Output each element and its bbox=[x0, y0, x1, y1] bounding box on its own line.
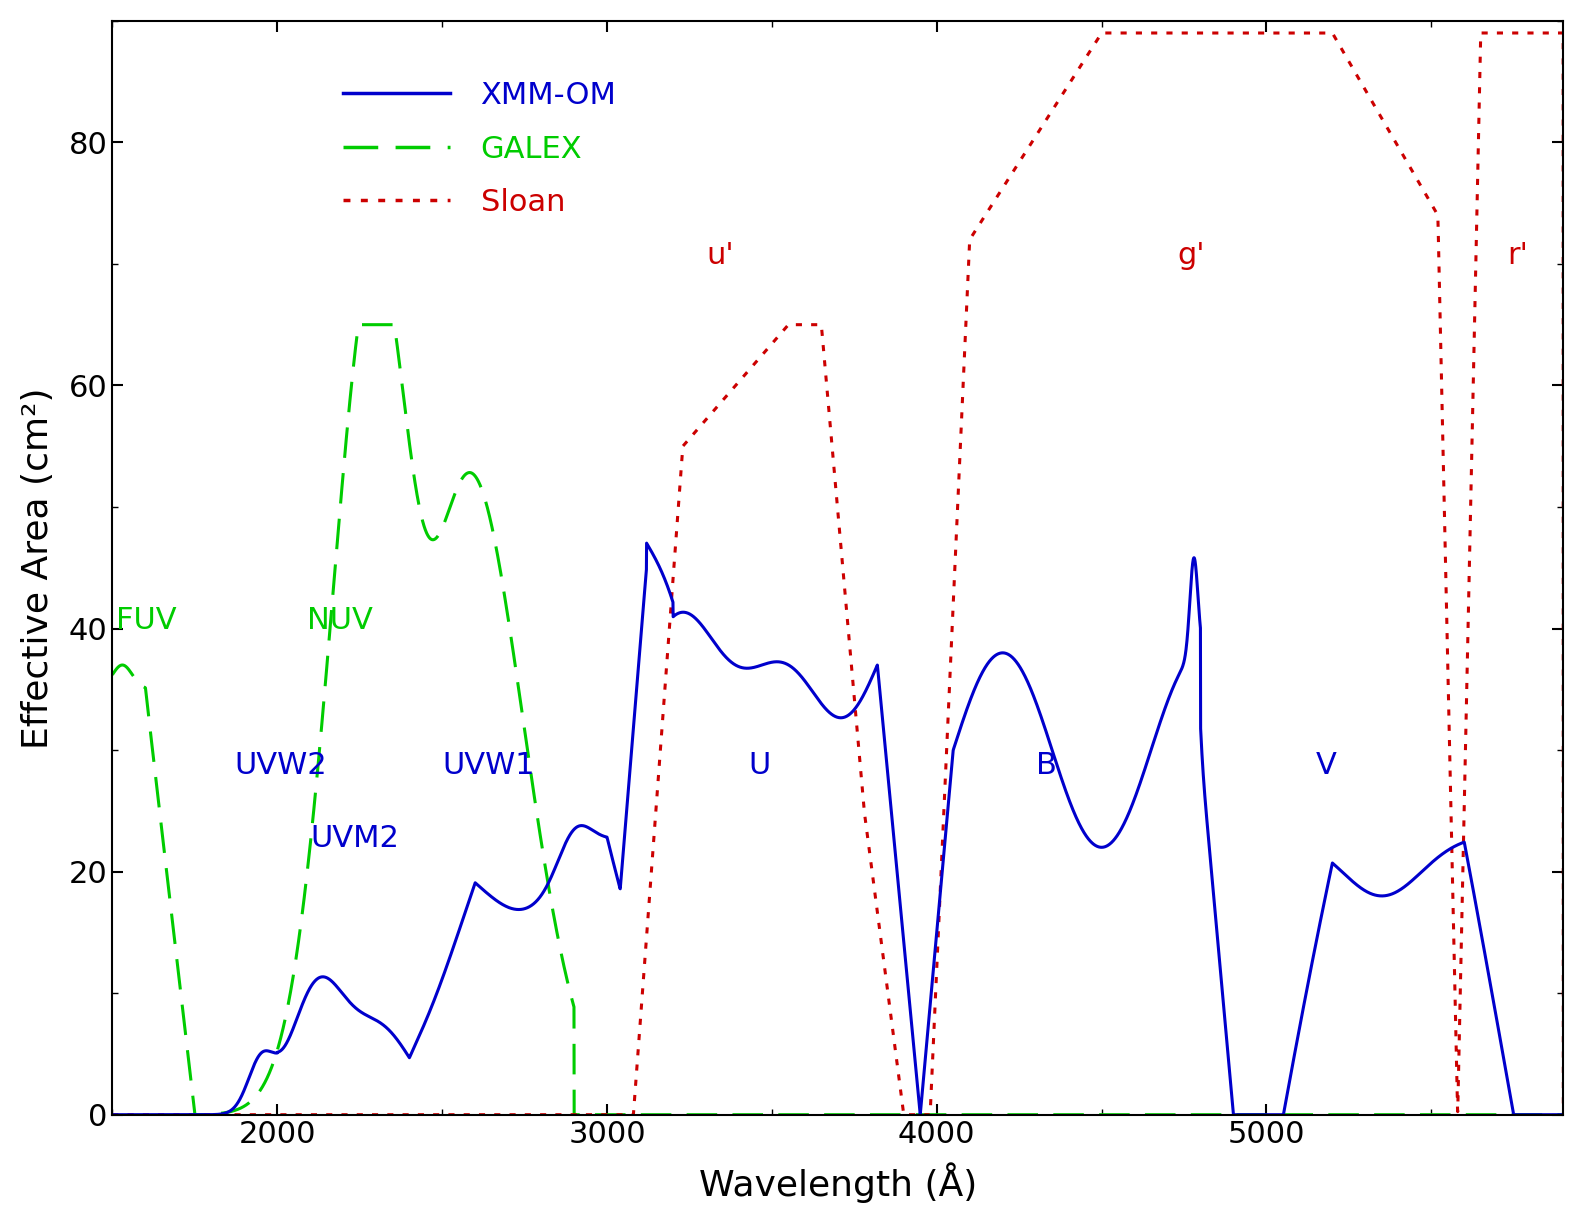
Text: V: V bbox=[1316, 752, 1337, 781]
Text: U: U bbox=[749, 752, 771, 781]
Text: NUV: NUV bbox=[307, 606, 372, 634]
Text: UVW2: UVW2 bbox=[234, 752, 326, 781]
X-axis label: Wavelength (Å): Wavelength (Å) bbox=[699, 1163, 977, 1203]
Text: FUV: FUV bbox=[116, 606, 176, 634]
Text: u': u' bbox=[706, 241, 733, 271]
Text: g': g' bbox=[1177, 241, 1205, 271]
Text: UVM2: UVM2 bbox=[310, 824, 399, 853]
Text: r': r' bbox=[1506, 241, 1529, 271]
Y-axis label: Effective Area (cm²): Effective Area (cm²) bbox=[21, 387, 55, 749]
Legend: XMM-OM, GALEX, Sloan: XMM-OM, GALEX, Sloan bbox=[331, 69, 629, 229]
Text: UVW1: UVW1 bbox=[442, 752, 535, 781]
Text: B: B bbox=[1036, 752, 1057, 781]
